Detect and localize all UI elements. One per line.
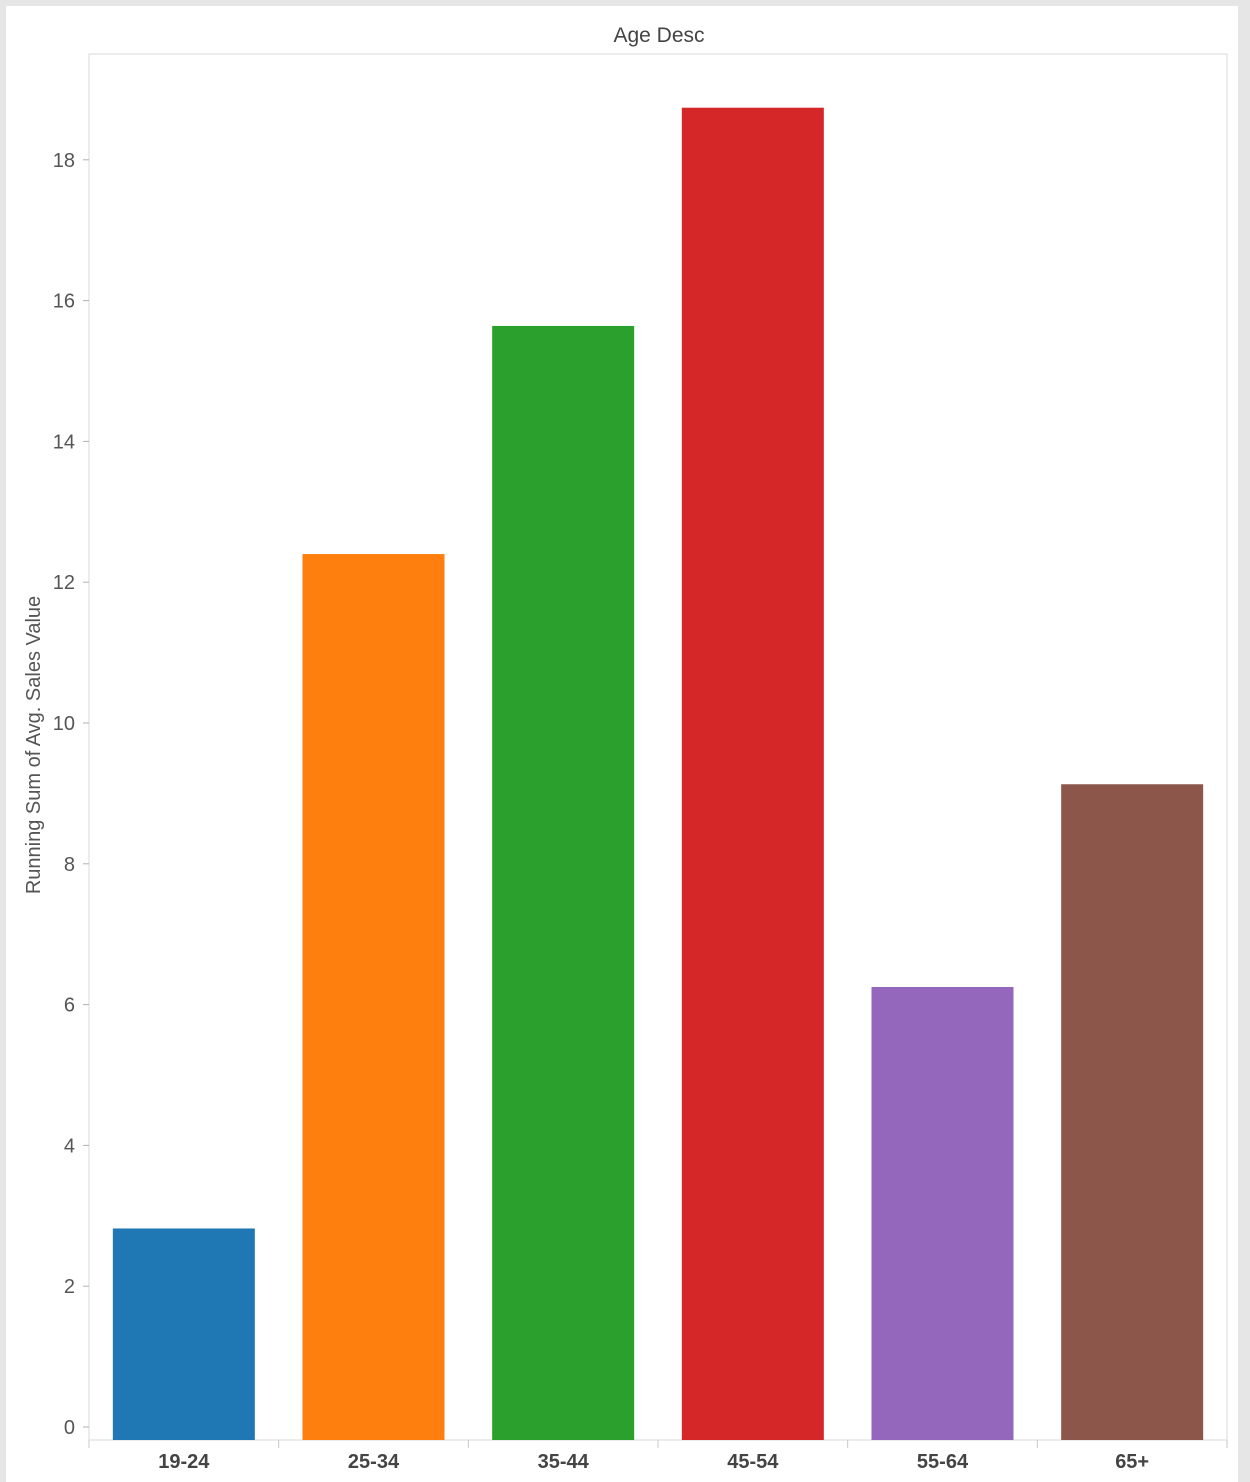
y-axis: 0 2 4 6 8 10 12 14 16 18 [53, 150, 89, 1439]
y-tick-label: 4 [64, 1135, 75, 1157]
x-category-label: 55-64 [917, 1451, 969, 1473]
x-category-label: 19-24 [158, 1451, 210, 1473]
y-tick-label: 8 [64, 854, 75, 876]
bars-group [112, 107, 1204, 1441]
bar-55-64[interactable] [871, 987, 1014, 1440]
y-tick-label: 0 [64, 1417, 75, 1439]
bar-19-24[interactable] [112, 1228, 255, 1440]
y-tick-label: 16 [53, 291, 75, 313]
y-tick-label: 2 [64, 1276, 75, 1298]
x-axis: 19-24 25-34 35-44 45-54 55-64 65+ [88, 1440, 1228, 1473]
plot-area [88, 53, 1228, 1441]
bar-65+[interactable] [1061, 784, 1204, 1440]
y-tick-label: 12 [53, 572, 75, 594]
chart-title: Age Desc [613, 24, 704, 47]
y-tick-label: 14 [53, 431, 75, 453]
x-category-label: 65+ [1115, 1451, 1149, 1473]
bar-25-34[interactable] [302, 554, 445, 1440]
y-tick-label: 18 [53, 150, 75, 172]
bar-35-44[interactable] [492, 325, 635, 1441]
x-category-label: 25-34 [348, 1451, 400, 1473]
y-tick-label: 10 [53, 713, 75, 735]
bar-45-54[interactable] [681, 107, 824, 1441]
y-tick-label: 6 [64, 995, 75, 1017]
y-axis-title: Running Sum of Avg. Sales Value [23, 596, 45, 894]
x-category-label: 35-44 [538, 1451, 590, 1473]
x-category-label: 45-54 [727, 1451, 779, 1473]
